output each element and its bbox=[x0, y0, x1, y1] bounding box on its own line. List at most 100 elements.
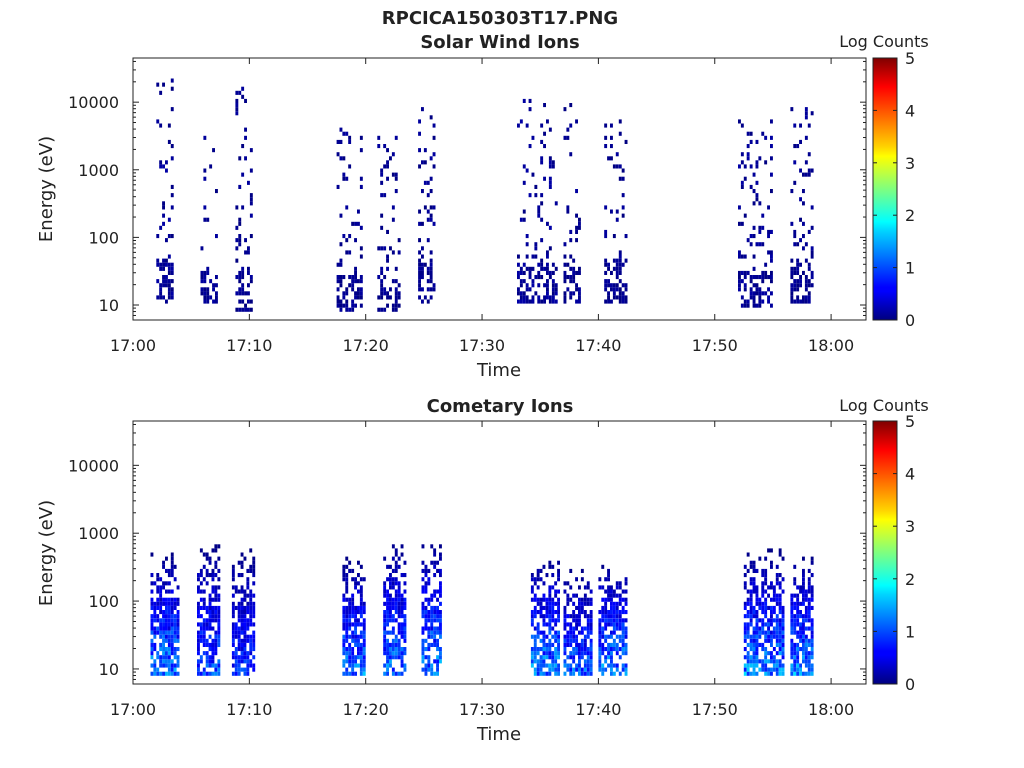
heatmap-cell bbox=[214, 593, 218, 598]
heatmap-cell bbox=[336, 279, 340, 284]
heatmap-cell bbox=[345, 307, 349, 312]
heatmap-cell bbox=[197, 667, 200, 672]
heatmap-cell bbox=[162, 638, 165, 643]
heatmap-cell bbox=[536, 651, 540, 656]
heatmap-cell bbox=[234, 659, 238, 664]
heatmap-cell bbox=[781, 638, 785, 643]
heatmap-cell bbox=[165, 279, 168, 284]
heatmap-cell bbox=[802, 601, 805, 606]
heatmap-cell bbox=[173, 605, 177, 610]
heatmap-cell bbox=[249, 642, 253, 647]
heatmap-cell bbox=[391, 651, 395, 656]
heatmap-cell bbox=[767, 651, 770, 656]
heatmap-cell bbox=[810, 663, 814, 668]
heatmap-cell bbox=[202, 667, 206, 672]
heatmap-cell bbox=[159, 123, 163, 128]
heatmap-cell bbox=[159, 601, 163, 606]
heatmap-cell bbox=[249, 299, 253, 304]
heatmap-cell bbox=[243, 630, 247, 635]
heatmap-cell bbox=[761, 622, 765, 627]
y-tick-label: 10000 bbox=[68, 93, 119, 112]
heatmap-cell bbox=[342, 634, 346, 639]
heatmap-cell bbox=[249, 597, 253, 602]
heatmap-cell bbox=[810, 647, 814, 652]
heatmap-cell bbox=[386, 597, 389, 602]
heatmap-cell bbox=[389, 618, 392, 623]
heatmap-cell bbox=[548, 275, 552, 280]
heatmap-cell bbox=[796, 242, 800, 247]
heatmap-cell bbox=[211, 647, 215, 652]
heatmap-cell bbox=[548, 655, 552, 660]
heatmap-cell bbox=[427, 667, 431, 672]
heatmap-cell bbox=[249, 638, 253, 643]
y-axis-label: Energy (eV) bbox=[36, 136, 57, 242]
heatmap-cell bbox=[389, 573, 392, 578]
heatmap-cell bbox=[397, 250, 401, 255]
heatmap-cell bbox=[601, 642, 605, 647]
heatmap-cell bbox=[563, 618, 567, 623]
heatmap-cell bbox=[342, 647, 346, 652]
heatmap-cell bbox=[430, 642, 434, 647]
heatmap-cell bbox=[424, 585, 428, 590]
heatmap-cell bbox=[156, 279, 160, 284]
heatmap-cell bbox=[208, 626, 212, 631]
heatmap-cell bbox=[746, 614, 750, 619]
heatmap-cell bbox=[743, 626, 747, 631]
heatmap-cell bbox=[615, 642, 619, 647]
heatmap-cell bbox=[610, 663, 613, 668]
heatmap-cell bbox=[743, 585, 747, 590]
heatmap-cell bbox=[202, 630, 206, 635]
heatmap-cell bbox=[359, 610, 363, 615]
heatmap-cell bbox=[755, 197, 759, 202]
heatmap-cell bbox=[804, 135, 808, 140]
heatmap-cell bbox=[235, 291, 239, 296]
heatmap-cell bbox=[578, 266, 581, 271]
heatmap-cell bbox=[775, 577, 779, 582]
heatmap-cell bbox=[540, 258, 544, 263]
heatmap-cell bbox=[746, 131, 750, 136]
heatmap-cell bbox=[578, 618, 581, 623]
heatmap-cell bbox=[802, 234, 805, 239]
heatmap-cell bbox=[758, 303, 762, 308]
heatmap-cell bbox=[551, 573, 555, 578]
heatmap-cell bbox=[426, 193, 430, 198]
heatmap-cell bbox=[522, 279, 526, 284]
heatmap-cell bbox=[243, 647, 247, 652]
heatmap-cell bbox=[578, 663, 581, 668]
heatmap-cell bbox=[761, 279, 765, 284]
heatmap-cell bbox=[790, 283, 794, 288]
heatmap-cell bbox=[551, 655, 555, 660]
heatmap-cell bbox=[621, 168, 625, 173]
heatmap-cell bbox=[554, 589, 558, 594]
heatmap-cell bbox=[775, 630, 779, 635]
heatmap-cell bbox=[580, 605, 584, 610]
heatmap-cell bbox=[770, 303, 773, 308]
heatmap-cell bbox=[770, 618, 773, 623]
heatmap-cell bbox=[612, 601, 616, 606]
heatmap-cell bbox=[208, 614, 212, 619]
heatmap-cell bbox=[557, 573, 560, 578]
heatmap-cell bbox=[211, 585, 215, 590]
heatmap-cell bbox=[537, 209, 541, 214]
y-tick-label: 100 bbox=[88, 228, 119, 247]
heatmap-cell bbox=[575, 238, 578, 243]
heatmap-cell bbox=[519, 295, 523, 300]
heatmap-cell bbox=[153, 671, 157, 676]
heatmap-cell bbox=[436, 597, 439, 602]
heatmap-cell bbox=[799, 638, 802, 643]
heatmap-cell bbox=[433, 548, 437, 553]
colorbar-tick-label: 3 bbox=[905, 154, 915, 173]
heatmap-cell bbox=[598, 655, 602, 660]
heatmap-cell bbox=[554, 201, 558, 206]
heatmap-cell bbox=[238, 307, 242, 312]
heatmap-cell bbox=[802, 642, 805, 647]
heatmap-cell bbox=[770, 144, 773, 149]
heatmap-cell bbox=[243, 605, 247, 610]
heatmap-cell bbox=[563, 614, 567, 619]
heatmap-cell bbox=[767, 234, 770, 239]
heatmap-cell bbox=[537, 213, 541, 218]
heatmap-cell bbox=[383, 307, 387, 312]
heatmap-cell bbox=[525, 123, 529, 128]
heatmap-cell bbox=[519, 299, 523, 304]
heatmap-cell bbox=[247, 266, 250, 271]
